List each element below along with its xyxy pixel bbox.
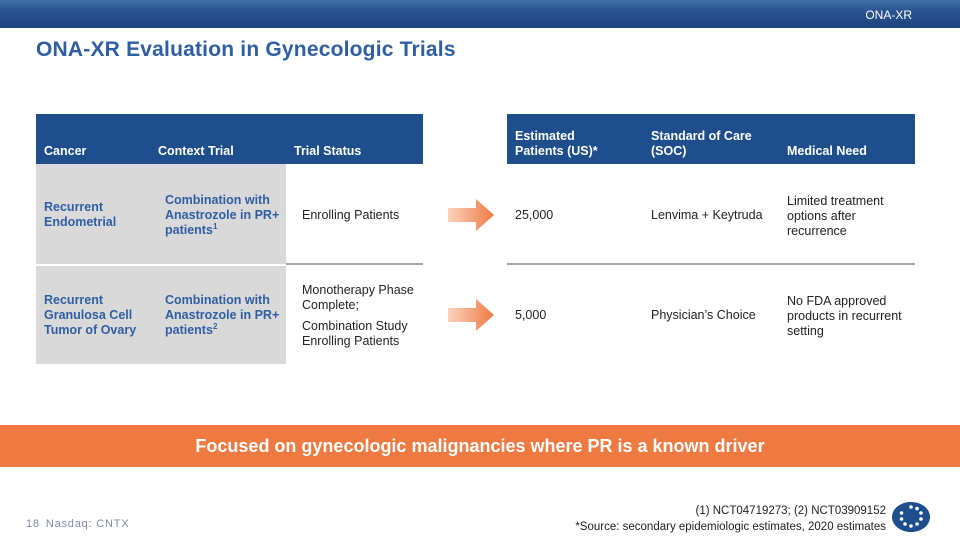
footer-left: 18 Nasdaq: CNTX — [26, 518, 129, 530]
header-estimated-patients: Estimated Patients (US)* — [515, 129, 598, 158]
key-message-banner: Focused on gynecologic malignancies wher… — [0, 425, 960, 467]
left-row-1-shaded — [36, 164, 286, 264]
section-tag: ONA-XR — [865, 8, 912, 22]
row-2-soc: Physician’s Choice — [651, 308, 756, 322]
header-medical-need: Medical Need — [787, 144, 867, 158]
left-row-2-shaded — [36, 266, 286, 364]
row-2-cancer: Recurrent Granulosa Cell Tumor of Ovary — [44, 293, 137, 337]
row-1-status: Enrolling Patients — [302, 208, 400, 222]
ticker: Nasdaq: CNTX — [45, 518, 130, 530]
header-trial-status: Trial Status — [294, 144, 362, 158]
right-row-divider — [507, 263, 915, 265]
row-2-status: Monotherapy Phase Complete; Combination … — [302, 283, 414, 348]
row-2-patients: 5,000 — [515, 308, 547, 322]
banner-text: Focused on gynecologic malignancies wher… — [195, 435, 765, 456]
row-1-patients: 25,000 — [515, 208, 554, 222]
row-2-need: No FDA approved products in recurrent se… — [787, 294, 902, 338]
top-bar: ONA-XR — [0, 0, 960, 28]
header-cancer: Cancer — [44, 144, 87, 158]
orange-right-arrow-icon — [448, 199, 494, 231]
footnote-trials: (1) NCT04719273; (2) NCT03909152 — [695, 505, 887, 517]
row-1-cancer: Recurrent Endometrial — [44, 200, 117, 229]
footnote-source: *Source: secondary epidemiologic estimat… — [575, 521, 886, 533]
row-1-need: Limited treatment options after recurren… — [787, 194, 884, 238]
header-standard-of-care: Standard of Care (SOC) — [651, 129, 752, 158]
page-number: 18 — [26, 518, 40, 530]
row-1-context: Combination with Anastrozole in PR+ pati… — [165, 193, 280, 237]
row-1-soc: Lenvima + Keytruda — [651, 208, 763, 222]
company-logo-icon — [892, 502, 930, 532]
left-row-divider — [286, 263, 423, 265]
row-2-context: Combination with Anastrozole in PR+ pati… — [165, 293, 280, 337]
page-title: ONA-XR Evaluation in Gynecologic Trials — [36, 38, 456, 61]
left-table-header: Cancer Context Trial Trial Status — [36, 114, 423, 164]
orange-right-arrow-icon — [448, 299, 494, 331]
header-context-trial: Context Trial — [158, 144, 234, 158]
right-table-header: Estimated Patients (US)* Standard of Car… — [507, 114, 915, 164]
